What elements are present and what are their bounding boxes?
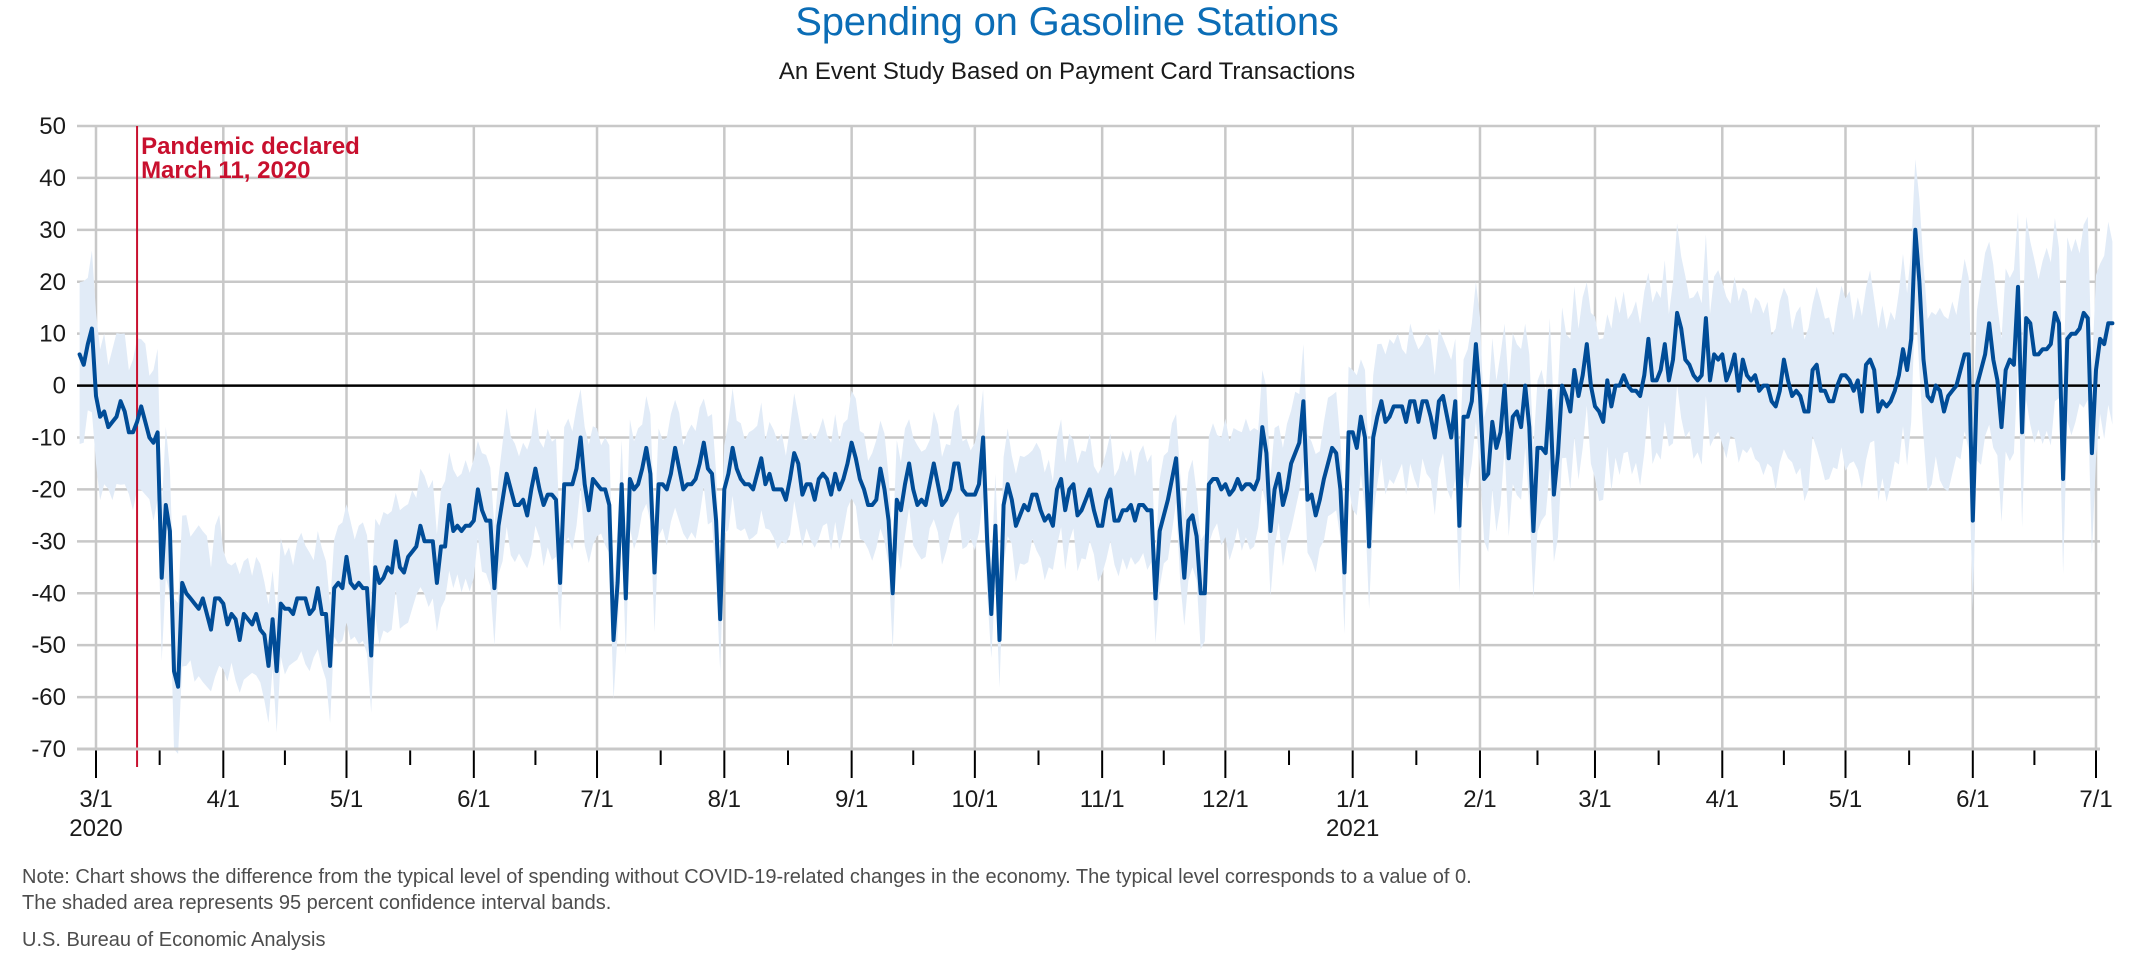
x-tick-label: 5/1 — [1829, 786, 1862, 813]
y-tick-label: 20 — [39, 269, 66, 296]
y-tick-label: -30 — [31, 528, 66, 555]
source-credit: U.S. Bureau of Economic Analysis — [22, 929, 326, 951]
y-tick-label: -60 — [31, 684, 66, 711]
x-tick-label: 2/1 — [1463, 786, 1496, 813]
note-line-2: The shaded area represents 95 percent co… — [22, 892, 612, 914]
x-tick-label: 7/1 — [580, 786, 613, 813]
note-line-1: Note: Chart shows the difference from th… — [22, 866, 1472, 888]
y-tick-label: -70 — [31, 736, 66, 763]
x-year-label: 2020 — [69, 815, 122, 842]
x-tick-label: 4/1 — [207, 786, 240, 813]
chart-title: Spending on Gasoline Stations — [795, 0, 1339, 44]
y-tick-label: -10 — [31, 425, 66, 452]
x-tick-label: 6/1 — [457, 786, 490, 813]
series-line-layer — [77, 227, 2115, 689]
y-tick-label: -50 — [31, 632, 66, 659]
y-tick-label: 0 — [53, 373, 66, 400]
x-tick-label: 3/1 — [1578, 786, 1611, 813]
x-tick-label: 4/1 — [1706, 786, 1739, 813]
x-tick-label: 12/1 — [1202, 786, 1249, 813]
series-line — [77, 227, 2115, 689]
y-tick-label: 30 — [39, 217, 66, 244]
x-tick-label: 9/1 — [835, 786, 868, 813]
x-tick-label: 7/1 — [2079, 786, 2112, 813]
y-tick-label: -20 — [31, 476, 66, 503]
confidence-band — [79, 159, 2113, 754]
x-tick-label: 8/1 — [708, 786, 741, 813]
annotation-line-1: Pandemic declared — [141, 133, 360, 160]
chart-subtitle: An Event Study Based on Payment Card Tra… — [778, 58, 1356, 85]
axes: 50403020100-10-20-30-40-50-60-703/120204… — [31, 113, 2112, 842]
confidence-band-layer — [79, 159, 2113, 754]
y-tick-label: 50 — [39, 113, 66, 140]
annotation-line-2: March 11, 2020 — [141, 157, 310, 184]
x-year-label: 2021 — [1326, 815, 1379, 842]
y-tick-label: 10 — [39, 321, 66, 348]
x-tick-label: 10/1 — [951, 786, 998, 813]
x-tick-label: 3/1 — [79, 786, 112, 813]
x-tick-label: 6/1 — [1956, 786, 1989, 813]
x-tick-label: 1/1 — [1336, 786, 1369, 813]
x-tick-label: 11/1 — [1080, 786, 1125, 813]
y-tick-label: -40 — [31, 580, 66, 607]
y-tick-label: 40 — [39, 165, 66, 192]
x-tick-label: 5/1 — [330, 786, 363, 813]
